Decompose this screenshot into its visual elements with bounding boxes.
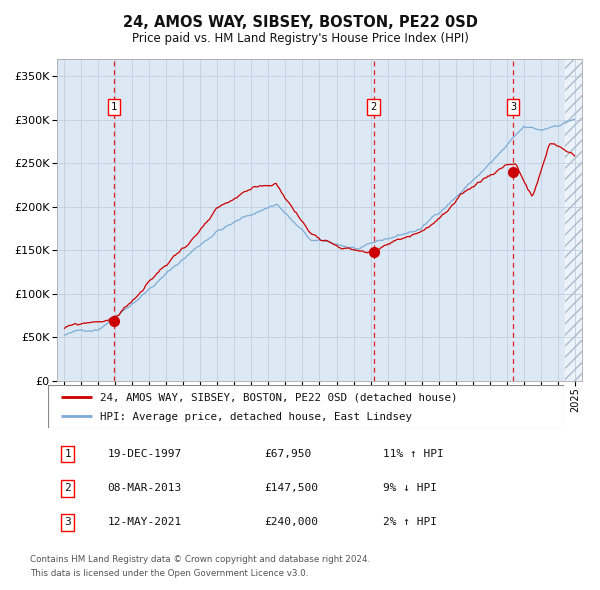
Text: 24, AMOS WAY, SIBSEY, BOSTON, PE22 0SD (detached house): 24, AMOS WAY, SIBSEY, BOSTON, PE22 0SD (… bbox=[100, 392, 457, 402]
Text: Price paid vs. HM Land Registry's House Price Index (HPI): Price paid vs. HM Land Registry's House … bbox=[131, 32, 469, 45]
Text: HPI: Average price, detached house, East Lindsey: HPI: Average price, detached house, East… bbox=[100, 412, 412, 422]
Text: £67,950: £67,950 bbox=[265, 449, 312, 459]
Text: Contains HM Land Registry data © Crown copyright and database right 2024.: Contains HM Land Registry data © Crown c… bbox=[30, 555, 370, 564]
Text: 9% ↓ HPI: 9% ↓ HPI bbox=[383, 483, 437, 493]
Text: 19-DEC-1997: 19-DEC-1997 bbox=[107, 449, 182, 459]
Text: £147,500: £147,500 bbox=[265, 483, 319, 493]
Bar bbox=[565, 59, 582, 381]
Text: 3: 3 bbox=[64, 517, 71, 527]
Text: 24, AMOS WAY, SIBSEY, BOSTON, PE22 0SD: 24, AMOS WAY, SIBSEY, BOSTON, PE22 0SD bbox=[122, 15, 478, 30]
Bar bbox=[565, 59, 582, 381]
Text: 08-MAR-2013: 08-MAR-2013 bbox=[107, 483, 182, 493]
Text: 1: 1 bbox=[111, 102, 118, 112]
FancyBboxPatch shape bbox=[48, 385, 564, 428]
Text: 3: 3 bbox=[510, 102, 517, 112]
Text: 2: 2 bbox=[370, 102, 377, 112]
Text: 12-MAY-2021: 12-MAY-2021 bbox=[107, 517, 182, 527]
Text: 2: 2 bbox=[64, 483, 71, 493]
Text: 11% ↑ HPI: 11% ↑ HPI bbox=[383, 449, 444, 459]
Text: 2% ↑ HPI: 2% ↑ HPI bbox=[383, 517, 437, 527]
Text: 1: 1 bbox=[64, 449, 71, 459]
Text: £240,000: £240,000 bbox=[265, 517, 319, 527]
Text: This data is licensed under the Open Government Licence v3.0.: This data is licensed under the Open Gov… bbox=[30, 569, 308, 578]
